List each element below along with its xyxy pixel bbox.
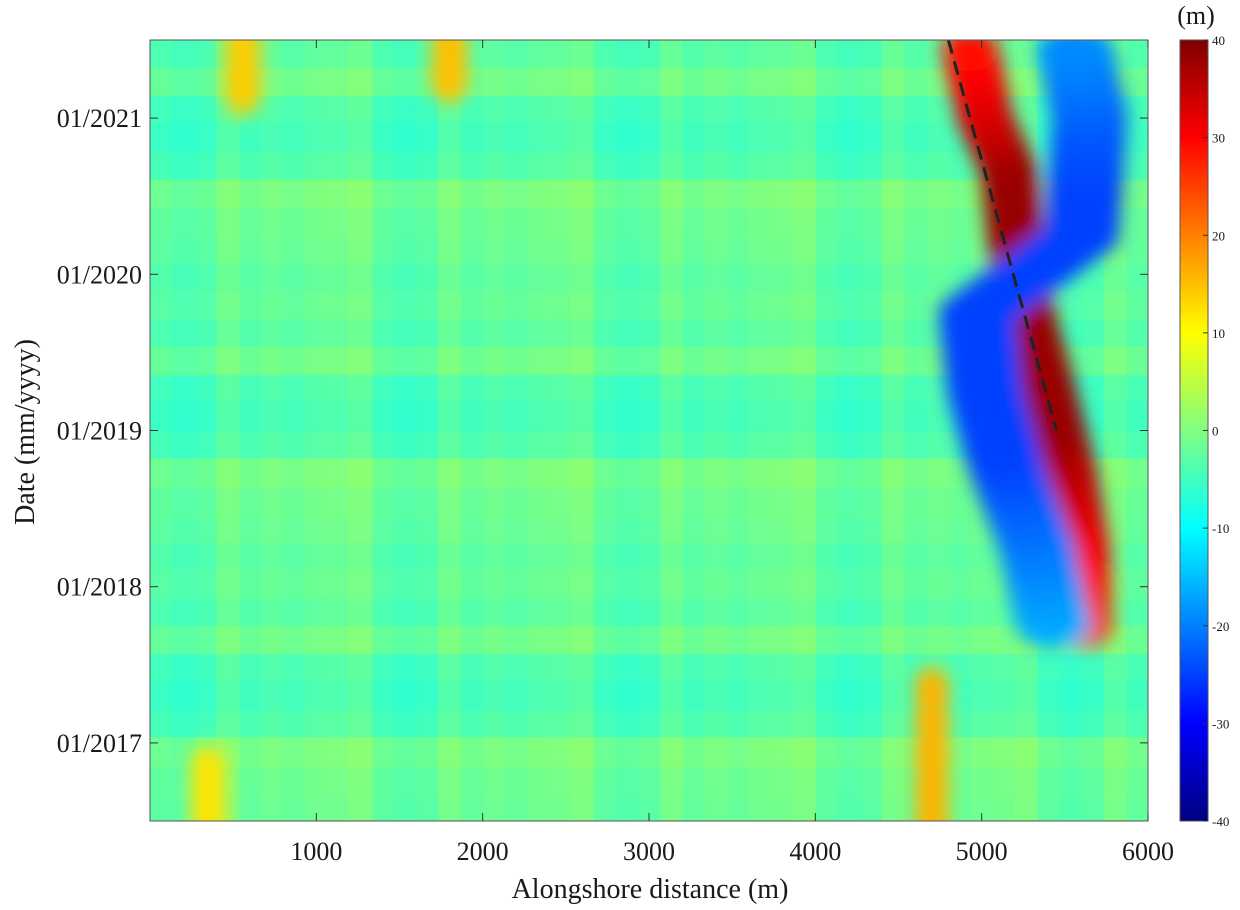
- x-tick-label: 4000: [789, 837, 841, 866]
- heatmap-column: [660, 40, 684, 821]
- y-tick-label: 01/2021: [57, 104, 142, 133]
- trend-line: [946, 40, 1058, 431]
- y-axis-label: Date (mm/yyyy): [10, 339, 41, 525]
- colorbar-tick-label: -20: [1212, 619, 1229, 634]
- heatmap: [150, 40, 1148, 821]
- colorbar-tick-label: 30: [1212, 131, 1225, 146]
- x-tick-label: 2000: [457, 837, 509, 866]
- heatmap-column: [726, 40, 750, 821]
- heatmap-column: [615, 40, 639, 821]
- heatmap-row: [150, 597, 1148, 627]
- heatmap-row: [150, 235, 1148, 265]
- x-tick-label: 5000: [956, 837, 1008, 866]
- heatmap-column: [216, 40, 240, 821]
- heatmap-column: [393, 40, 418, 821]
- heatmap-column: [150, 40, 174, 821]
- heatmap-column: [793, 40, 817, 821]
- x-tick-label: 3000: [623, 837, 675, 866]
- y-tick-label: 01/2019: [57, 417, 142, 446]
- heatmap-column: [194, 40, 218, 821]
- heatmap-column: [637, 40, 662, 821]
- heatmap-row: [150, 542, 1148, 571]
- accretion-patch-cell: [913, 666, 950, 715]
- heatmap-column: [460, 40, 484, 821]
- accretion-patch-cell: [190, 744, 227, 793]
- heatmap-column: [1125, 40, 1148, 821]
- heatmap-column: [881, 40, 906, 821]
- y-tick-label: 01/2020: [57, 260, 142, 289]
- colorbar-tick-label: -30: [1212, 716, 1229, 731]
- heatmap-column: [504, 40, 529, 821]
- heatmap-column: [260, 40, 285, 821]
- heatmap-column: [770, 40, 795, 821]
- erosion-band-cell: [1037, 40, 1114, 72]
- accretion-patch-cell: [431, 40, 468, 64]
- heatmap-column: [593, 40, 617, 821]
- colorbar-tick-label: 20: [1212, 228, 1225, 243]
- heatmap-row: [150, 681, 1148, 711]
- accretion-patch-cell: [225, 40, 262, 64]
- heatmap-column: [682, 40, 706, 821]
- heatmap-column: [549, 40, 573, 821]
- y-tick-label: 01/2017: [57, 729, 142, 758]
- heatmap-row: [150, 179, 1148, 209]
- heatmap-row: [150, 765, 1148, 795]
- heatmap-column: [482, 40, 506, 821]
- heatmap-column: [371, 40, 395, 821]
- heatmap-column: [859, 40, 883, 821]
- heatmap-column: [283, 40, 307, 821]
- heatmap-column: [416, 40, 440, 821]
- heatmap-column: [172, 40, 196, 821]
- heatmap-column: [837, 40, 861, 821]
- colorbar-tick-label: 10: [1212, 326, 1225, 341]
- colorbar: (m) 40 30 20 10 0 -10 -20 -30 -40: [1177, 1, 1229, 829]
- y-axis: 01/2017 01/2018 01/2019 01/2020 01/2021: [57, 104, 1148, 758]
- colorbar-ticks: 40 30 20 10 0 -10 -20 -30 -40: [1203, 33, 1229, 829]
- heatmap-column: [815, 40, 839, 821]
- heatmap-column: [327, 40, 351, 821]
- heatmap-column: [926, 40, 950, 821]
- heatmap-column: [305, 40, 329, 821]
- colorbar-tick-label: 40: [1212, 33, 1225, 48]
- heatmap-row: [150, 625, 1148, 655]
- heatmap-column: [349, 40, 373, 821]
- x-tick-label: 1000: [290, 837, 342, 866]
- y-tick-label: 01/2018: [57, 573, 142, 602]
- heatmap-row: [150, 207, 1148, 237]
- heatmap-column: [748, 40, 772, 821]
- colorbar-label: (m): [1177, 1, 1215, 30]
- colorbar-tick-label: -40: [1212, 814, 1229, 829]
- heatmap-column: [438, 40, 462, 821]
- heatmap-row: [150, 709, 1148, 739]
- heatmap-column: [238, 40, 262, 821]
- x-tick-label: 6000: [1122, 837, 1174, 866]
- heatmap-column: [704, 40, 728, 821]
- heatmap-row: [150, 737, 1148, 767]
- x-axis: 1000 2000 3000 4000 5000 6000: [290, 40, 1174, 866]
- heatmap-row: [150, 569, 1148, 599]
- heatmap-column: [571, 40, 595, 821]
- colorbar-tick-label: 0: [1212, 424, 1219, 439]
- heatmap-column: [904, 40, 928, 821]
- heatmap-row: [150, 514, 1148, 544]
- colorbar-tick-label: -10: [1212, 521, 1229, 536]
- heatmap-features: [190, 40, 1128, 821]
- heatmap-column: [527, 40, 551, 821]
- heatmap-row: [150, 653, 1148, 683]
- x-axis-label: Alongshore distance (m): [512, 874, 789, 905]
